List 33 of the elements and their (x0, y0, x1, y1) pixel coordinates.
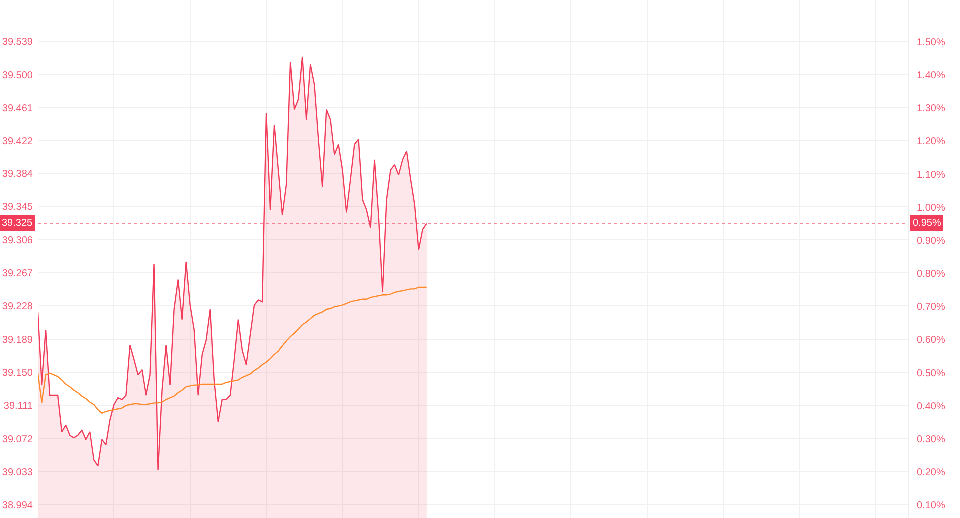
y-tick-label: 39.384 (2, 169, 34, 180)
y2-tick-label: 1.50% (917, 38, 946, 49)
line-series (38, 286, 428, 414)
y2-tick-label: 0.50% (917, 368, 946, 380)
y-tick-label: 39.539 (2, 37, 34, 48)
y-tick-label: 39.500 (2, 70, 34, 82)
y-tick-label: 39.345 (2, 202, 34, 214)
y2-tick-label: 0.20% (917, 468, 946, 479)
y-tick-label: 39.422 (2, 136, 34, 148)
y2-tick-label: 1.10% (917, 170, 946, 181)
annotation: 0.95% (913, 218, 942, 229)
y-tick-label: 39.228 (2, 302, 34, 313)
y2-tick-label: 0.10% (917, 500, 946, 512)
y-tick-label: 39.461 (2, 104, 34, 115)
y2-tick-label: 1.20% (917, 136, 946, 148)
y-tick-label: 39.072 (2, 434, 34, 446)
y2-tick-label: 0.80% (917, 269, 946, 280)
y-tick-label: 39.306 (2, 235, 34, 246)
ref-line-label: 39.325 (2, 218, 34, 229)
y-tick-label: 39.189 (2, 334, 34, 346)
y-tick-label: 39.267 (2, 268, 34, 280)
y2-tick-label: 0.70% (917, 302, 946, 314)
y2-tick-label: 1.30% (917, 104, 946, 115)
y-tick-label: 39.150 (2, 368, 34, 380)
y2-tick-label: 0.60% (917, 335, 946, 346)
y2-tick-label: 1.40% (917, 70, 946, 82)
y2-tick-label: 0.30% (917, 434, 946, 446)
y2-tick-label: 1.00% (917, 202, 946, 214)
y-tick-label: 39.033 (2, 468, 34, 479)
y2-tick-label: 0.40% (917, 401, 946, 412)
y-tick-label: 38.994 (2, 500, 34, 512)
y-tick-label: 39.111 (4, 401, 34, 412)
y2-tick-label: 0.90% (917, 236, 946, 247)
